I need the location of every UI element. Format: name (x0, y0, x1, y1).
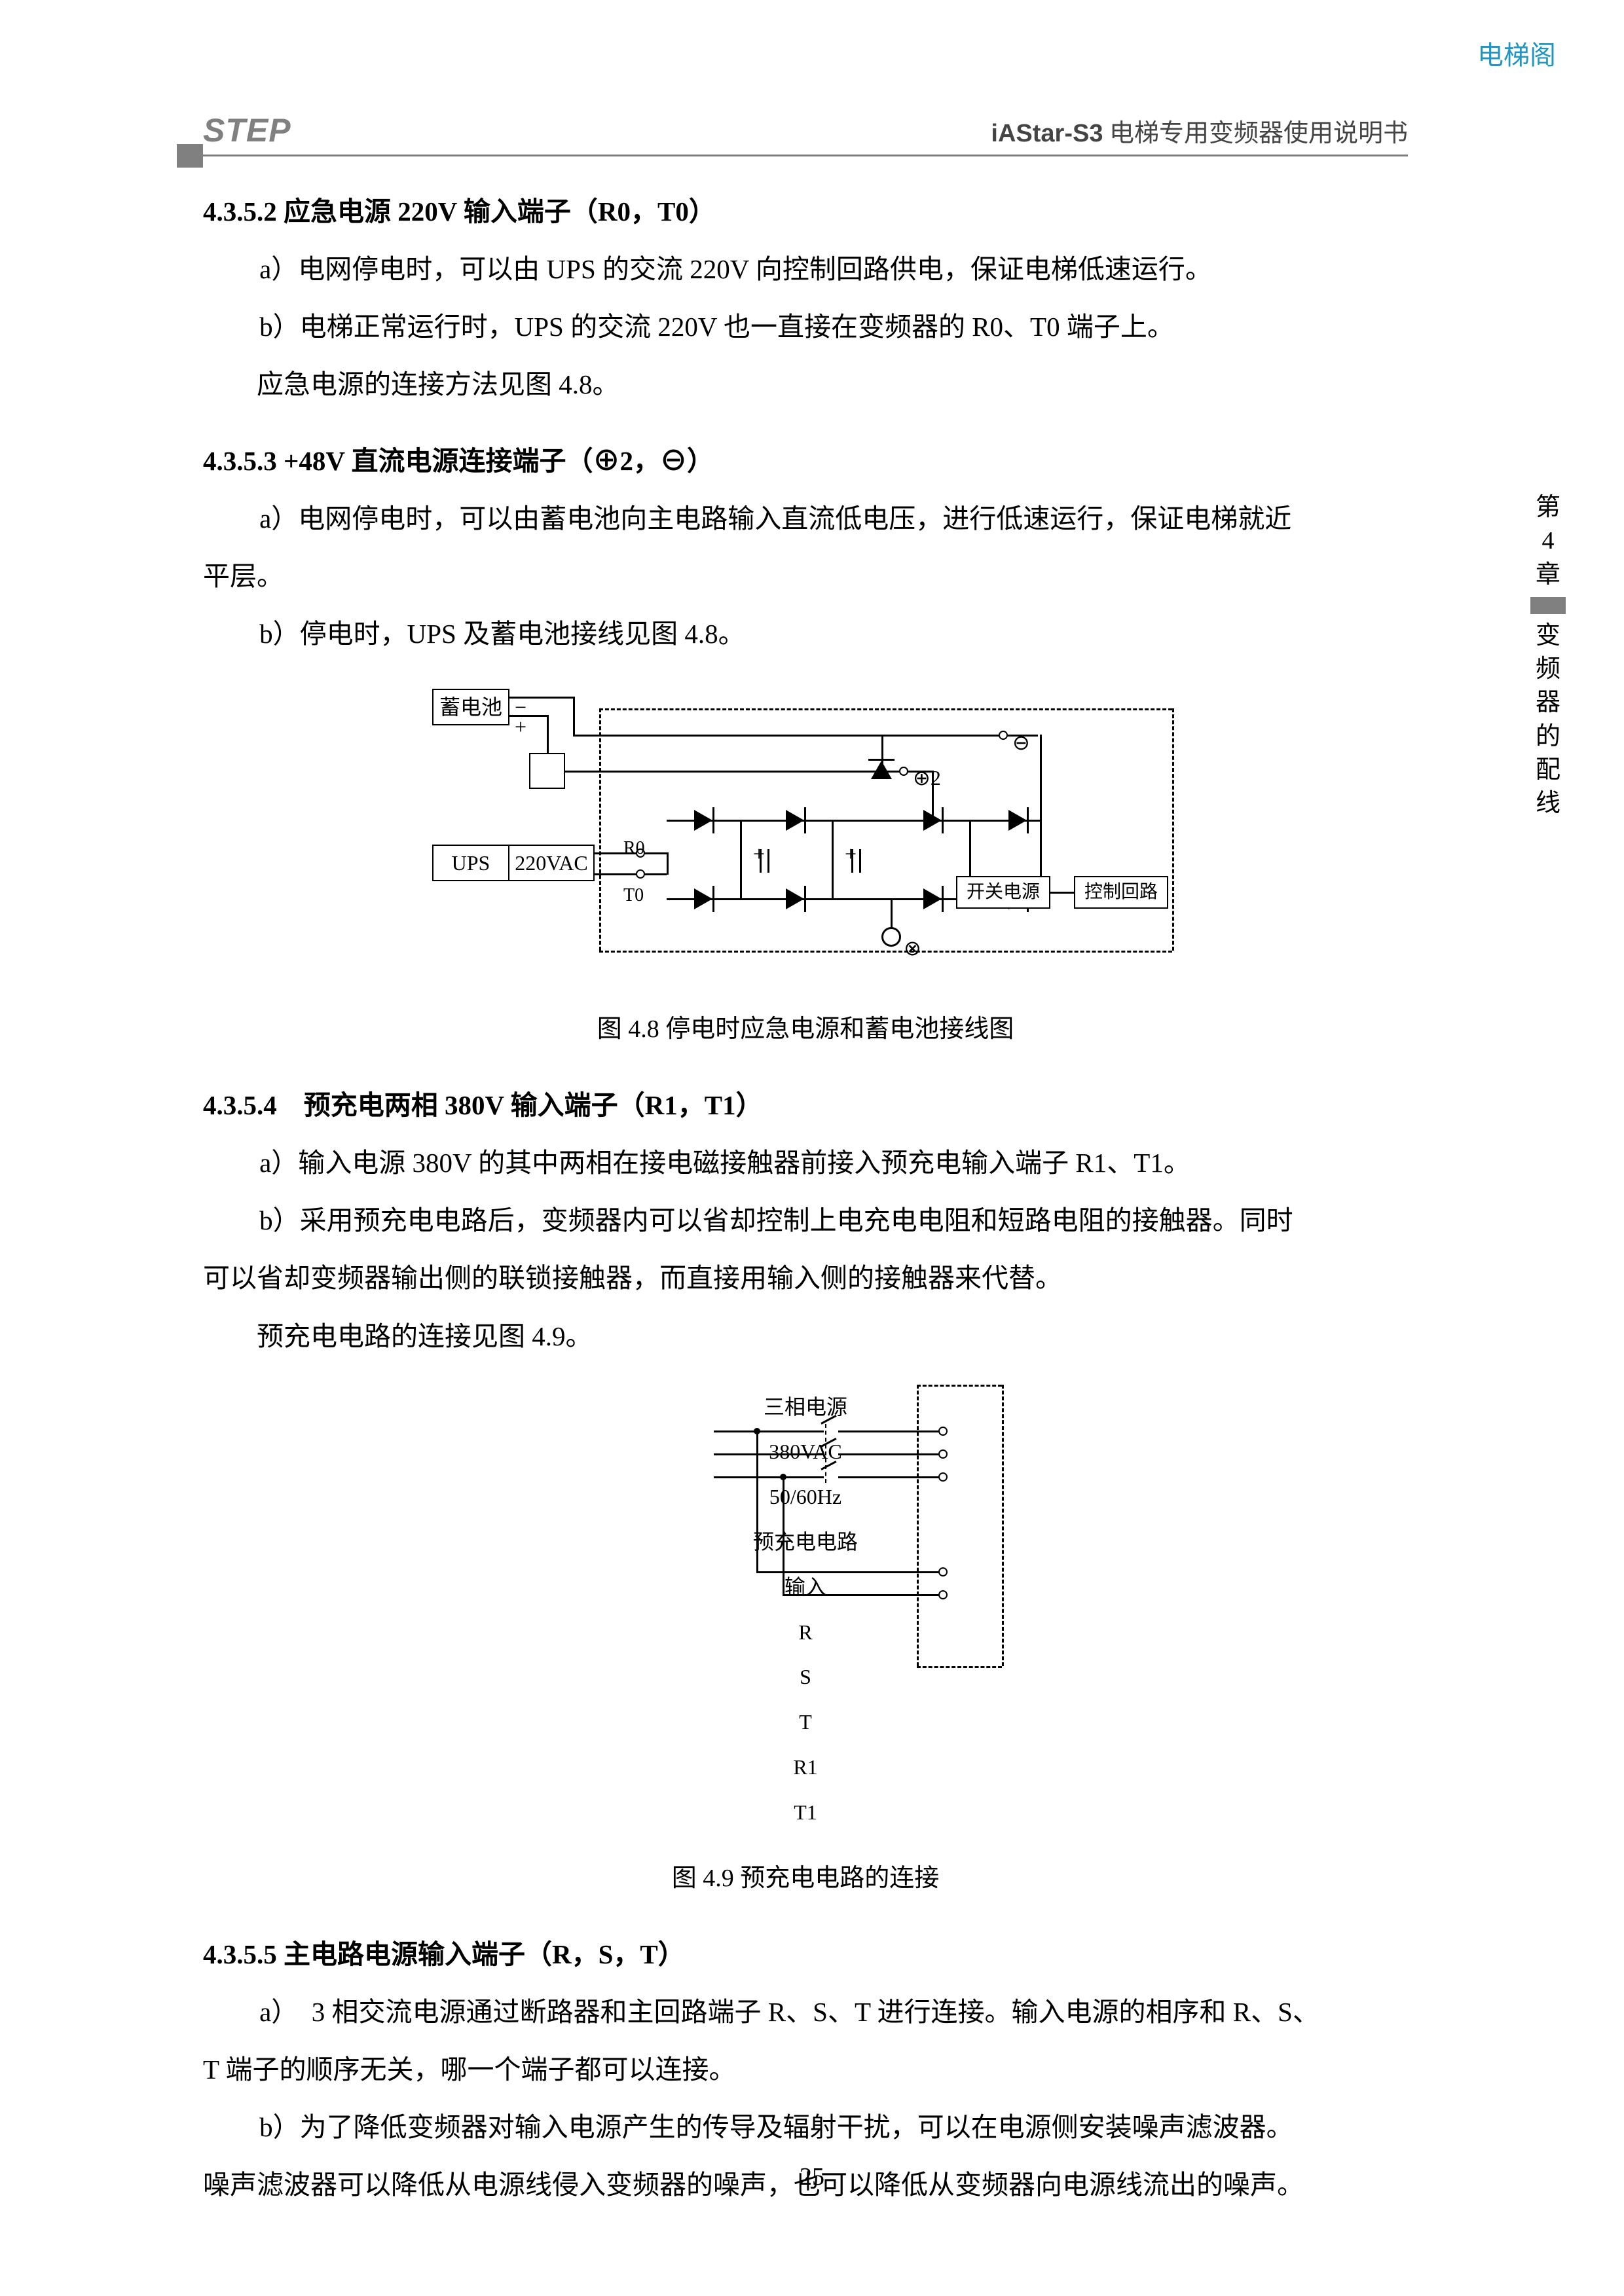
heading-4353: 4.3.5.3 +48V 直流电源连接端子（⊕2，⊖） (203, 432, 1408, 490)
figure-4-9: 三相电源 380VAC 50/60Hz 预充电电路 输入 R S (203, 1385, 1408, 1839)
side-chapter-tab: 第 4 章 变 频 器 的 配 线 (1528, 491, 1568, 821)
figure-4-9-diagram: 三相电源 380VAC 50/60Hz 预充电电路 输入 R S (602, 1385, 1008, 1673)
figure-4-8-diagram: 蓄电池 − + ⊕2 ⊖ UPS 220VAC (432, 682, 1179, 970)
watermark: 电梯阁 (1477, 34, 1556, 72)
figure-4-9-caption: 图 4.9 预充电电路的连接 (203, 1852, 1408, 1906)
s4353-a2: 平层。 (203, 547, 1408, 605)
s4354-b: b）采用预充电电路后，变频器内可以省却控制上电充电电阻和短路电阻的接触器。同时 (203, 1192, 1408, 1249)
page-number: 25 (0, 2162, 1624, 2191)
s4352-b: b）电梯正常运行时，UPS 的交流 220V 也一直接在变频器的 R0、T0 端… (203, 298, 1408, 355)
battery-box: 蓄电池 (432, 689, 509, 725)
s4355-a: a） 3 相交流电源通过断路器和主回路端子 R、S、T 进行连接。输入电源的相序… (203, 1983, 1408, 2041)
s4354-a: a）输入电源 380V 的其中两相在接电磁接触器前接入预充电输入端子 R1、T1… (203, 1134, 1408, 1192)
s4354-b2: 可以省却变频器输出侧的联锁接触器，而直接用输入侧的接触器来代替。 (203, 1249, 1408, 1307)
contactor-icon (812, 1447, 841, 1463)
switch-ps-box: 开关电源 (956, 876, 1050, 909)
s4352-note: 应急电源的连接方法见图 4.8。 (203, 355, 1408, 413)
page-body: STEP iAStar-S3 电梯专用变频器使用说明书 4.3.5.2 应急电源… (203, 111, 1408, 2214)
figure-4-8: 蓄电池 − + ⊕2 ⊖ UPS 220VAC (203, 682, 1408, 990)
side-tab-divider (1530, 597, 1566, 614)
s4354-note: 预充电电路的连接见图 4.9。 (203, 1307, 1408, 1365)
s4352-a: a）电网停电时，可以由 UPS 的交流 220V 向控制回路供电，保证电梯低速运… (203, 240, 1408, 298)
side-chapter: 第 4 章 (1528, 491, 1568, 592)
contactor-icon (812, 1424, 841, 1440)
ups-box: UPS (432, 845, 509, 881)
side-title: 变 频 器 的 配 线 (1528, 619, 1568, 821)
s4355-a2: T 端子的顺序无关，哪一个端子都可以连接。 (203, 2041, 1408, 2098)
heading-4354: 4.3.5.4 预充电两相 380V 输入端子（R1，T1） (203, 1076, 1408, 1134)
v220-box: 220VAC (509, 845, 595, 881)
brand-logo: STEP (203, 111, 291, 149)
s4355-b: b）为了降低变频器对输入电源产生的传导及辐射干扰，可以在电源侧安装噪声滤波器。 (203, 2098, 1408, 2156)
ctrl-loop-box: 控制回路 (1074, 876, 1168, 909)
s4353-b: b）停电时，UPS 及蓄电池接线见图 4.8。 (203, 605, 1408, 663)
doc-title: iAStar-S3 电梯专用变频器使用说明书 (991, 113, 1408, 149)
figure-4-8-caption: 图 4.8 停电时应急电源和蓄电池接线图 (203, 1003, 1408, 1057)
heading-4352: 4.3.5.2 应急电源 220V 输入端子（R0，T0） (203, 183, 1408, 240)
page-header: STEP iAStar-S3 电梯专用变频器使用说明书 (203, 111, 1408, 156)
heading-4355: 4.3.5.5 主电路电源输入端子（R，S，T） (203, 1925, 1408, 1983)
s4353-a: a）电网停电时，可以由蓄电池向主电路输入直流低电压，进行低速运行，保证电梯就近 (203, 490, 1408, 547)
content: 4.3.5.2 应急电源 220V 输入端子（R0，T0） a）电网停电时，可以… (203, 183, 1408, 2214)
contactor-icon (812, 1470, 841, 1485)
